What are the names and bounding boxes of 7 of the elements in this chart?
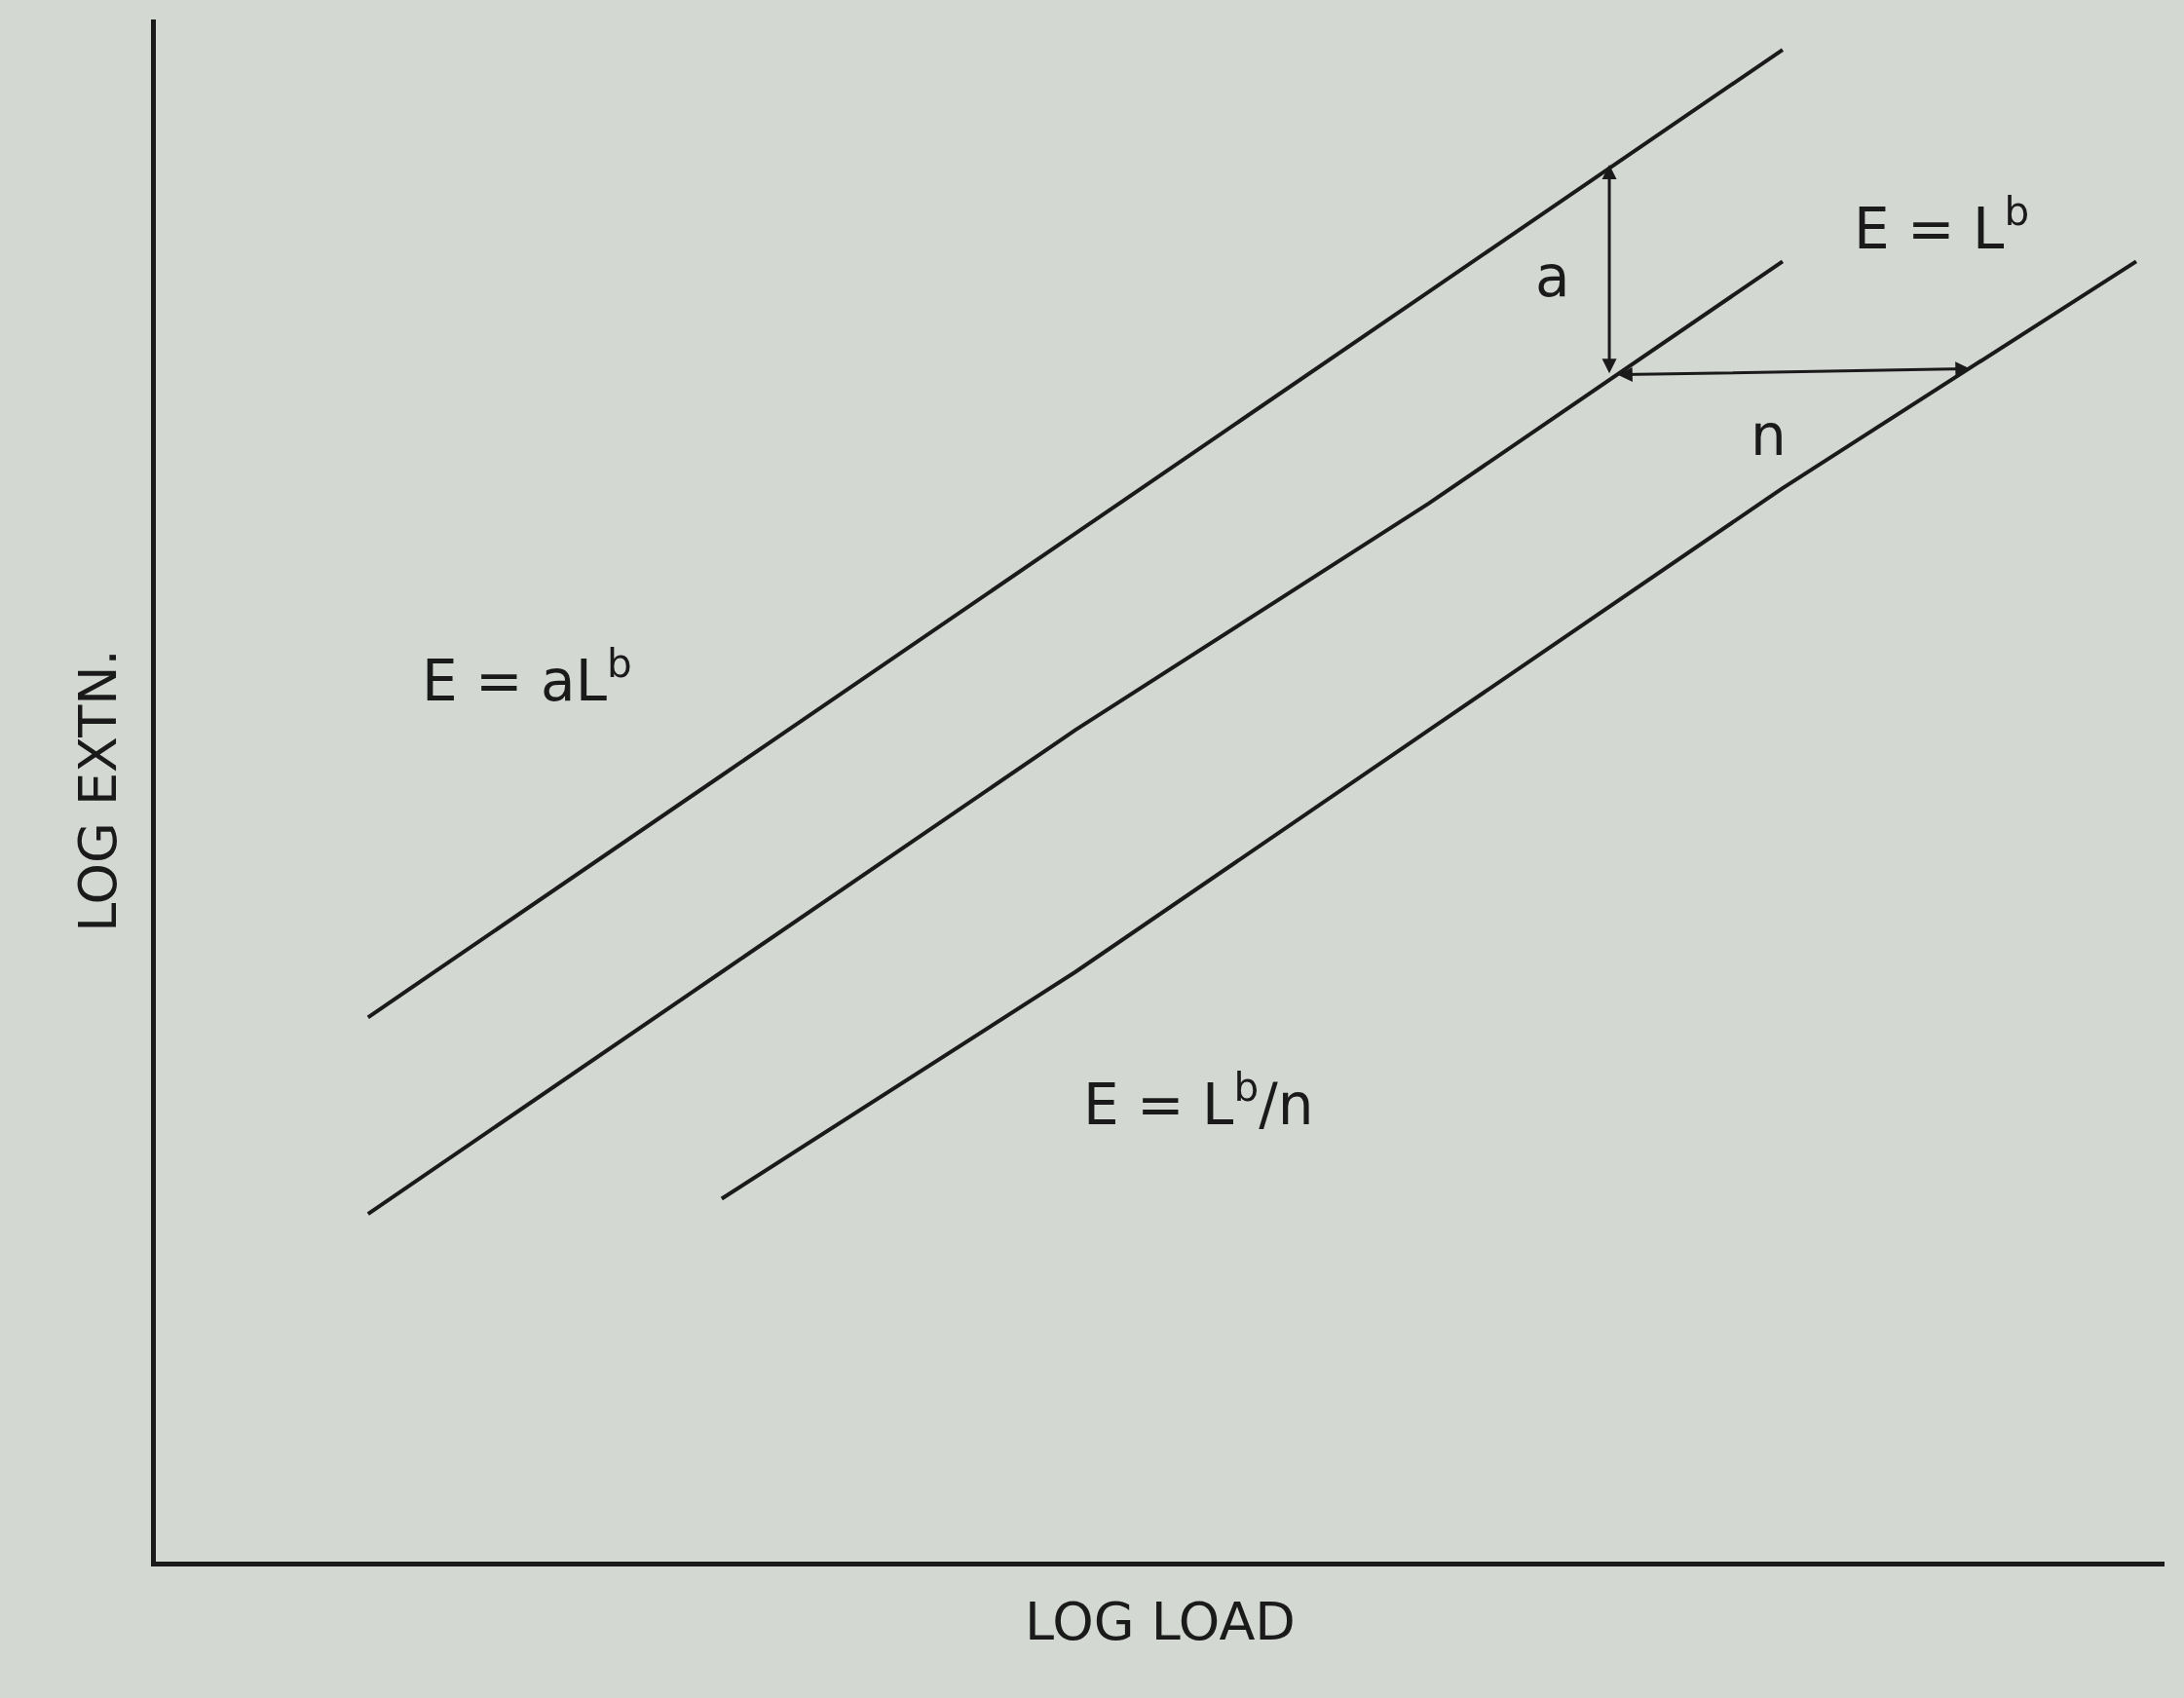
annotation: E = L$^{b}$/n (1083, 1064, 1314, 1139)
annotation: n (1751, 402, 1787, 469)
annotation: E = L$^{b}$ (1854, 188, 2030, 263)
y-axis-title: LOG EXTN. (66, 649, 129, 932)
annotation: E = aL$^{b}$ (422, 640, 632, 715)
x-axis-title: LOG LOAD (1025, 1591, 1296, 1653)
annotation: a (1535, 244, 1570, 310)
